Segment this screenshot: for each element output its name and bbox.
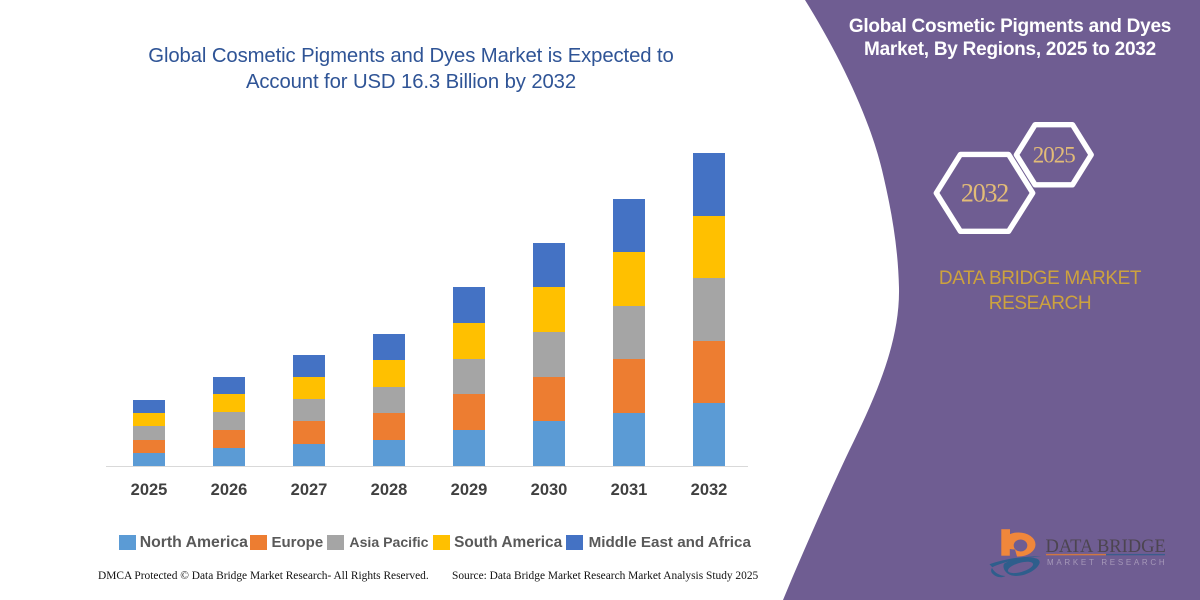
svg-text:DATA BRIDGE: DATA BRIDGE [1046, 537, 1166, 557]
svg-text:2032: 2032 [961, 179, 1008, 208]
svg-text:2025: 2025 [1033, 143, 1076, 168]
svg-text:MARKET RESEARCH: MARKET RESEARCH [1047, 558, 1167, 567]
